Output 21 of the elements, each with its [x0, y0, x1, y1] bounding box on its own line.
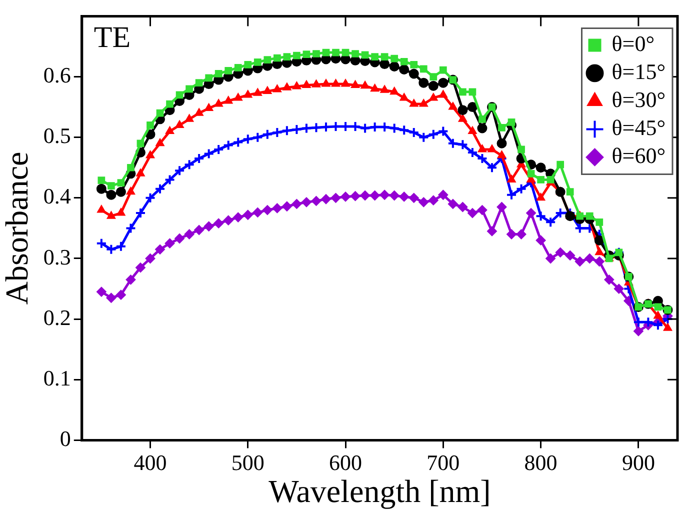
x-tick-label: 500	[231, 450, 264, 476]
legend-label: θ=30°	[612, 86, 666, 112]
y-tick-label: 0.2	[43, 304, 71, 330]
legend-label: θ=0°	[612, 30, 655, 56]
legend-label: θ=15°	[612, 58, 666, 84]
x-axis-title: Wavelength [nm]	[268, 473, 491, 510]
y-tick-label: 0.1	[43, 365, 71, 390]
y-tick-label: 0	[60, 426, 71, 451]
y-tick-label: 0.4	[43, 184, 71, 209]
y-tick-label: 0.5	[43, 123, 71, 148]
x-tick-label: 400	[134, 450, 167, 476]
y-tick-label: 0.6	[43, 62, 71, 88]
annotation: TE	[94, 21, 131, 54]
x-tick-label: 700	[426, 450, 460, 476]
y-axis-title: Absorbance	[0, 152, 35, 305]
x-tick-label: 600	[329, 450, 362, 476]
x-tick-label: 800	[524, 450, 558, 476]
legend-label: θ=60°	[612, 142, 666, 168]
legend-label: θ=45°	[612, 114, 666, 140]
x-tick-label: 900	[622, 450, 655, 476]
y-tick-label: 0.3	[43, 244, 71, 270]
